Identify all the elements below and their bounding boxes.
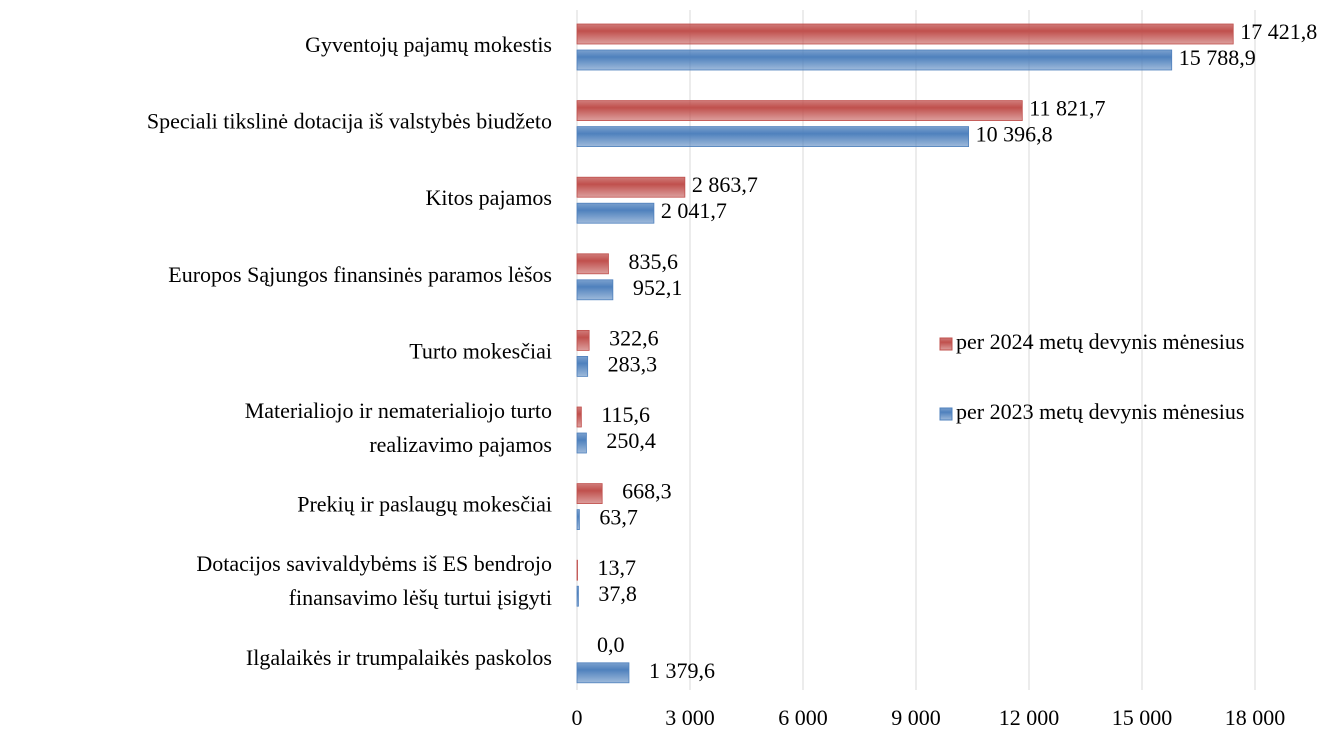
x-tick-label: 6 000 xyxy=(778,705,828,730)
data-label: 322,6 xyxy=(609,325,659,350)
data-label: 15 788,9 xyxy=(1179,45,1256,70)
bar xyxy=(576,483,603,505)
category-label: Gyventojų pajamų mokestis xyxy=(305,32,552,57)
bar xyxy=(576,23,1234,45)
category-label: Materialiojo ir nematerialiojo turto real… xyxy=(245,398,552,457)
legend-swatch xyxy=(939,407,953,421)
data-label: 283,3 xyxy=(608,351,658,376)
category-label: Speciali tikslinė dotacija iš valstybės … xyxy=(147,109,552,134)
x-tick-label: 0 xyxy=(572,705,583,730)
bar xyxy=(576,202,655,224)
bar xyxy=(576,253,609,275)
bar xyxy=(576,662,630,684)
x-tick-label: 9 000 xyxy=(891,705,941,730)
bar xyxy=(576,126,970,147)
data-label: 17 421,8 xyxy=(1240,19,1317,44)
bar xyxy=(576,49,1173,71)
bar xyxy=(576,559,578,581)
bar xyxy=(576,100,1023,121)
category-label: Europos Sąjungos finansinės paramos lėšo… xyxy=(168,262,552,287)
legend-swatch xyxy=(939,337,953,351)
data-label: 11 821,7 xyxy=(1029,96,1105,121)
data-label: 668,3 xyxy=(622,479,672,504)
data-label: 13,7 xyxy=(598,555,637,580)
data-label: 10 396,8 xyxy=(976,122,1053,147)
category-label: Prekių ir paslaugų mokesčiai xyxy=(297,492,552,517)
data-label: 952,1 xyxy=(633,275,683,300)
bar xyxy=(576,432,587,454)
x-tick-label: 18 000 xyxy=(1225,705,1286,730)
category-label: Kitos pajamos xyxy=(426,185,553,210)
x-tick-label: 12 000 xyxy=(999,705,1060,730)
category-label: Dotacijos savivaldybėms iš ES bendrojo fi… xyxy=(196,551,552,610)
data-label: 63,7 xyxy=(599,505,638,530)
data-label: 2 863,7 xyxy=(692,172,758,197)
data-label: 1 379,6 xyxy=(649,658,715,683)
category-label: Ilgalaikės ir trumpalaikės paskolos xyxy=(246,645,552,670)
bar xyxy=(576,329,590,351)
data-label: 0,0 xyxy=(597,632,625,657)
bar xyxy=(576,279,614,301)
bar xyxy=(576,406,582,428)
category-label: Turto mokesčiai xyxy=(409,338,552,363)
data-label: 835,6 xyxy=(628,249,678,274)
x-tick-label: 15 000 xyxy=(1112,705,1173,730)
data-label: 250,4 xyxy=(606,428,656,453)
legend-label: per 2023 metų devynis mėnesius xyxy=(956,399,1244,424)
x-tick-label: 3 000 xyxy=(665,705,715,730)
bar xyxy=(576,176,686,198)
bar xyxy=(576,355,589,377)
bar xyxy=(576,509,580,531)
data-label: 37,8 xyxy=(598,581,637,606)
data-label: 2 041,7 xyxy=(661,198,727,223)
data-label: 115,6 xyxy=(601,402,650,427)
bar xyxy=(576,585,579,607)
legend-label: per 2024 metų devynis mėnesius xyxy=(956,329,1244,354)
